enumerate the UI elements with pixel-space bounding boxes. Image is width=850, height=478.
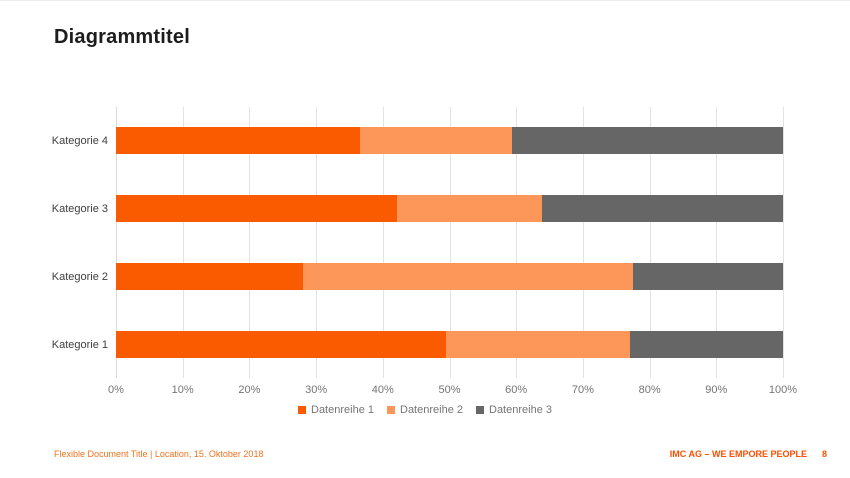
bar-segment bbox=[542, 195, 783, 222]
legend-swatch-icon bbox=[387, 406, 395, 414]
bar-segment bbox=[632, 263, 783, 290]
page-number: 8 bbox=[821, 449, 827, 459]
gridline-0% bbox=[116, 107, 117, 378]
x-tick-label: 60% bbox=[505, 384, 528, 396]
footer-company-slogan: IMC AG – WE EMPORE PEOPLE bbox=[669, 449, 807, 459]
bar-segment bbox=[359, 127, 512, 154]
bar-segment bbox=[116, 195, 398, 222]
gridline-50% bbox=[449, 107, 451, 378]
legend-swatch-icon bbox=[476, 406, 484, 414]
bar-chart-plot-area: Kategorie 4 Kategorie 3 Kategorie 2 Kategor… bbox=[52, 107, 784, 378]
x-tick-label: 40% bbox=[371, 384, 394, 396]
gridline-30% bbox=[316, 107, 318, 378]
bar-segment bbox=[116, 331, 446, 358]
gridline-90% bbox=[716, 107, 718, 378]
gridline-10% bbox=[182, 107, 184, 378]
x-tick-label: 100% bbox=[768, 384, 798, 396]
bar-segment bbox=[397, 195, 543, 222]
legend-item: Datenreihe 2 bbox=[387, 404, 463, 416]
bar-segment bbox=[116, 127, 360, 154]
x-tick-label: 80% bbox=[638, 384, 661, 396]
category-label: Kategorie 2 bbox=[51, 270, 108, 283]
x-tick-label: 90% bbox=[705, 384, 728, 396]
category-label: Kategorie 3 bbox=[51, 202, 108, 215]
legend-label: Datenreihe 1 bbox=[311, 404, 374, 416]
category-label: Kategorie 4 bbox=[51, 134, 108, 147]
x-tick-label: 0% bbox=[108, 384, 124, 396]
x-tick-label: 50% bbox=[438, 384, 461, 396]
bar-segment bbox=[116, 263, 304, 290]
legend-label: Datenreihe 2 bbox=[400, 404, 463, 416]
bar-segment bbox=[445, 331, 630, 358]
bar-segment bbox=[629, 331, 783, 358]
bar-segment bbox=[511, 127, 783, 154]
legend-swatch-icon bbox=[298, 406, 306, 414]
chart-legend: Datenreihe 1 Datenreihe 2 Datenreihe 3 bbox=[0, 404, 850, 416]
footer-document-title: Flexible Document Title | Location, 15. … bbox=[54, 449, 264, 459]
legend-item: Datenreihe 1 bbox=[298, 404, 374, 416]
bar-segment bbox=[303, 263, 633, 290]
bar-row: Kategorie 2 bbox=[52, 263, 783, 290]
footer-right: IMC AG – WE EMPORE PEOPLE 8 bbox=[670, 449, 827, 459]
bar-row: Kategorie 3 bbox=[52, 195, 783, 222]
gridline-70% bbox=[582, 107, 584, 378]
gridline-100% bbox=[783, 107, 784, 378]
gridline-60% bbox=[516, 107, 518, 378]
chart-title: Diagrammtitel bbox=[54, 26, 190, 48]
x-tick-label: 10% bbox=[171, 384, 194, 396]
category-label: Kategorie 1 bbox=[51, 338, 108, 351]
x-tick-label: 30% bbox=[305, 384, 328, 396]
bar-row: Kategorie 4 bbox=[52, 127, 783, 154]
x-tick-label: 70% bbox=[571, 384, 594, 396]
gridline-20% bbox=[249, 107, 251, 378]
x-tick-label: 20% bbox=[238, 384, 261, 396]
x-axis: 0% 10% 20% 30% 40% 50% 60% 70% 80% 90% 100% bbox=[108, 384, 797, 398]
gridline-40% bbox=[382, 107, 384, 378]
bar-row: Kategorie 1 bbox=[52, 331, 783, 358]
legend-label: Datenreihe 3 bbox=[489, 404, 552, 416]
gridline-80% bbox=[649, 107, 651, 378]
legend-item: Datenreihe 3 bbox=[476, 404, 552, 416]
